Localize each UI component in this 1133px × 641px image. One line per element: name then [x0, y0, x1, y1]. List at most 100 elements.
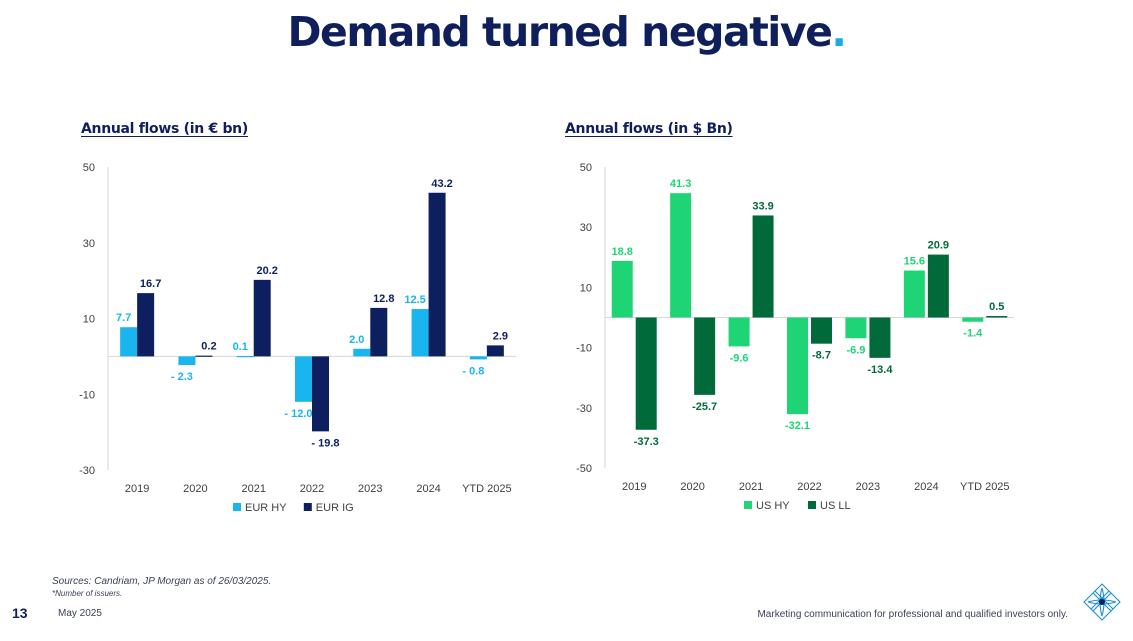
y-tick-label: 30: [580, 222, 592, 234]
x-tick-label: 2024: [416, 483, 440, 495]
x-tick-label: 2022: [300, 483, 324, 495]
footnote: *Number of issuers.: [52, 589, 123, 598]
data-label: 43.2: [431, 178, 452, 190]
data-label: 15.6: [904, 256, 925, 268]
bar-us-ll: [869, 317, 891, 358]
data-label: 33.9: [752, 200, 773, 212]
sources-note: Sources: Candriam, JP Morgan as of 26/03…: [52, 576, 272, 587]
page-number: 13: [12, 605, 28, 621]
bar-us-ll: [986, 315, 1008, 318]
bar-us-ll: [635, 317, 657, 430]
x-tick-label: 2022: [797, 481, 821, 493]
data-label: -8.7: [812, 350, 831, 362]
bar-eur-ig: [137, 293, 155, 357]
data-label: 12.8: [373, 293, 394, 305]
x-tick-label: 2021: [241, 483, 265, 495]
disclaimer: Marketing communication for professional…: [757, 609, 1068, 620]
slide-title-text: Demand turned negative: [287, 8, 833, 56]
legend-label: US HY: [756, 500, 790, 512]
data-label: - 0.8: [462, 365, 484, 377]
data-label: -37.3: [634, 436, 659, 448]
legend-label: EUR HY: [245, 502, 287, 514]
y-tick-label: -10: [576, 343, 592, 355]
x-tick-label: 2024: [914, 481, 938, 493]
x-tick-label: 2023: [358, 483, 382, 495]
candriam-logo-icon: [1083, 583, 1121, 621]
x-tick-label: 2020: [183, 483, 207, 495]
y-tick-label: 30: [83, 238, 95, 250]
slide-title: Demand turned negative.: [0, 8, 1133, 56]
bar-eur-hy: [120, 327, 138, 357]
bar-eur-ig: [486, 345, 504, 357]
y-tick-label: -30: [576, 403, 592, 415]
bar-eur-hy: [411, 309, 429, 357]
legend-swatch: [233, 503, 241, 511]
legend-label: US LL: [820, 500, 851, 512]
x-tick-label: 2019: [125, 483, 149, 495]
chart-title-usd: Annual flows (in $ Bn): [565, 121, 733, 137]
data-label: -32.1: [785, 420, 810, 432]
bar-us-ll: [811, 317, 832, 344]
data-label: -25.7: [692, 401, 717, 413]
legend-swatch: [303, 503, 312, 511]
bar-eur-hy: [469, 356, 487, 360]
y-tick-label: 50: [580, 162, 592, 174]
data-label: 20.2: [257, 265, 278, 277]
data-label: -1.4: [963, 328, 983, 340]
data-label: 2.0: [349, 334, 364, 346]
x-tick-label: 2020: [680, 481, 704, 493]
bar-us-hy: [787, 317, 808, 415]
x-tick-label: YTD 2025: [462, 483, 512, 495]
bar-eur-ig: [195, 355, 213, 357]
bar-eur-ig: [312, 356, 329, 432]
data-label: -13.4: [867, 364, 893, 376]
data-label: 16.7: [140, 278, 161, 290]
bar-us-hy: [903, 270, 925, 318]
eur-flows-chart: 50 30 10 -10 -30 2019 7.7 16.7 2020 - 2.3 0.2 2021 0…: [79, 162, 516, 514]
legend-swatch: [744, 501, 752, 509]
data-label: 12.5: [404, 294, 425, 306]
y-tick-label: -30: [79, 465, 95, 477]
data-label: 0.2: [201, 341, 216, 353]
x-tick-label: 2019: [622, 481, 646, 493]
bar-us-ll: [927, 254, 949, 318]
data-label: - 12.0: [284, 408, 312, 420]
x-tick-label: 2021: [739, 481, 763, 493]
data-label: 18.8: [612, 246, 633, 258]
y-tick-label: -10: [79, 389, 95, 401]
data-label: 20.9: [928, 240, 949, 252]
bar-eur-hy: [353, 348, 371, 357]
bar-us-ll: [694, 317, 716, 395]
data-label: 2.9: [493, 330, 508, 342]
y-tick-label: 10: [83, 314, 95, 326]
data-label: 41.3: [670, 178, 691, 190]
x-tick-label: 2023: [856, 481, 880, 493]
title-dot: .: [831, 8, 847, 56]
bar-eur-ig: [428, 192, 446, 357]
data-label: -6.9: [846, 344, 865, 356]
bar-eur-ig: [370, 307, 388, 357]
data-label: - 2.3: [171, 371, 193, 383]
bar-eur-hy: [178, 356, 196, 366]
chart-title-eur: Annual flows (in € bn): [81, 121, 248, 137]
data-label: 7.7: [116, 312, 131, 324]
bar-us-ll: [752, 215, 774, 318]
legend-swatch: [808, 501, 816, 509]
data-label: - 19.8: [311, 437, 339, 449]
bar-us-hy: [611, 260, 633, 318]
data-label: 0.5: [989, 301, 1004, 313]
data-label: 0.1: [233, 341, 248, 353]
x-tick-label: YTD 2025: [960, 481, 1010, 493]
data-label: -9.6: [730, 352, 749, 364]
bar-us-hy: [670, 193, 692, 318]
y-tick-label: 10: [580, 282, 592, 294]
bar-us-hy: [962, 317, 984, 322]
bar-eur-hy: [295, 356, 312, 402]
bar-us-hy: [845, 317, 867, 339]
footer-date: May 2025: [58, 608, 102, 619]
legend-label: EUR IG: [316, 502, 354, 514]
y-tick-label: -50: [576, 463, 592, 475]
bar-us-hy: [728, 317, 750, 347]
usd-flows-chart: 50 30 10 -10 -30 -50 2019 18.8 -37.3 2020 41.3 -25.…: [576, 162, 1014, 512]
bar-eur-ig: [253, 279, 271, 357]
